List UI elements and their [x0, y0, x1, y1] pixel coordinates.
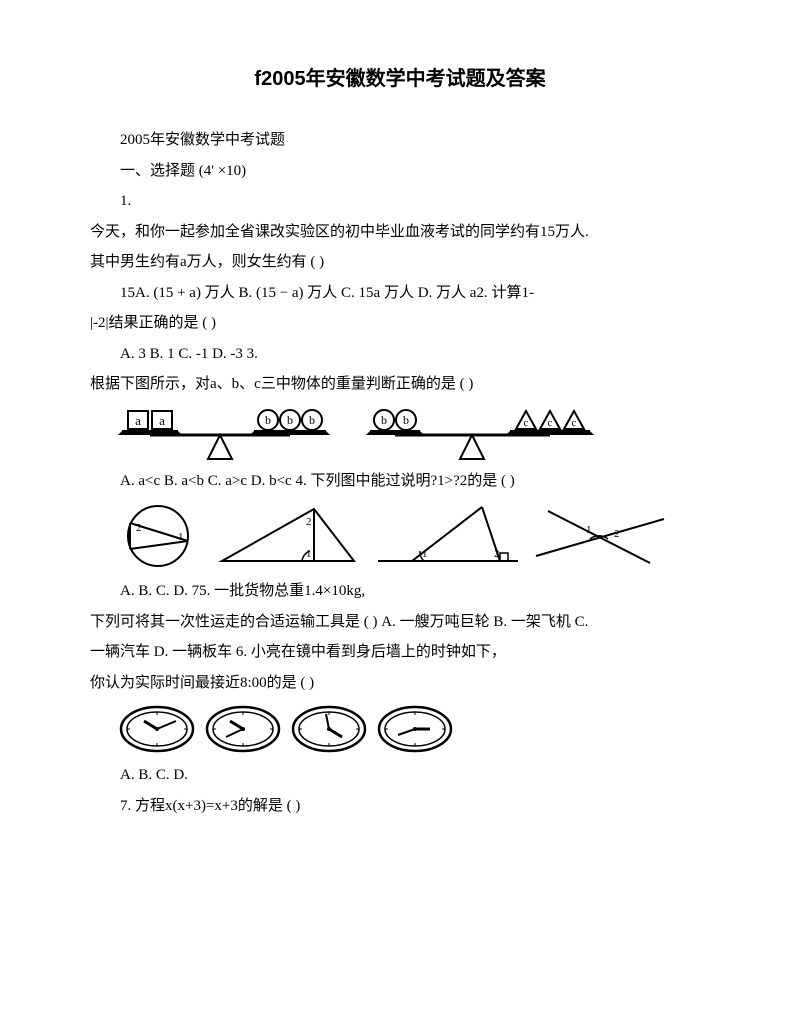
text-line: A. 3 B. 1 C. -1 D. -3 3. — [90, 340, 710, 369]
svg-text:1: 1 — [178, 531, 184, 543]
text-line: |-2|结果正确的是 ( ) — [90, 309, 710, 338]
svg-text:b: b — [309, 413, 315, 427]
angle-diagram-1: 2 1 — [118, 501, 206, 571]
text-line: 根据下图所示，对a、b、c三中物体的重量判断正确的是 ( ) — [90, 370, 710, 399]
svg-text:b: b — [287, 413, 293, 427]
svg-text:c: c — [524, 417, 529, 429]
angle-diagram-2: 2 1 — [214, 501, 364, 571]
svg-text:b: b — [381, 413, 387, 427]
svg-text:c: c — [572, 417, 577, 429]
text-line: 2005年安徽数学中考试题 — [90, 126, 710, 155]
text-line: 15A. (15 + a) 万人 B. (15 − a) 万人 C. 15a 万… — [90, 279, 710, 308]
svg-text:1: 1 — [422, 548, 428, 560]
text-line: 一辆汽车 D. 一辆板车 6. 小亮在镜中看到身后墙上的时钟如下， — [90, 638, 710, 667]
svg-text:2: 2 — [136, 522, 142, 534]
clocks-row — [118, 703, 710, 755]
balance-scale-2: b b c c c — [366, 405, 626, 461]
svg-text:2: 2 — [306, 516, 312, 528]
svg-text:1: 1 — [306, 548, 312, 560]
text-line: 今天，和你一起参加全省课改实验区的初中毕业血液考试的同学约有15万人. — [90, 218, 710, 247]
svg-text:2: 2 — [494, 548, 500, 560]
angle-figure-row: 2 1 2 1 1 2 1 2 — [118, 501, 710, 571]
balance-scale-1: a a b b b — [118, 405, 358, 461]
clock-1 — [118, 703, 196, 755]
svg-text:a: a — [135, 413, 141, 428]
text-line: A. a<c B. a<b C. a>c D. b<c 4. 下列图中能过说明?… — [90, 467, 710, 496]
text-line: 其中男生约有a万人，则女生约有 ( ) — [90, 248, 710, 277]
svg-text:a: a — [159, 413, 165, 428]
text-line: 7. 方程x(x+3)=x+3的解是 ( ) — [90, 792, 710, 821]
angle-diagram-4: 1 2 — [530, 501, 670, 571]
text-line: 1. — [90, 187, 710, 216]
balance-figure-row: a a b b b b b c c c — [118, 405, 710, 461]
angle-diagram-3: 1 2 — [372, 501, 522, 571]
text-line: 你认为实际时间最接近8:00的是 ( ) — [90, 669, 710, 698]
svg-text:b: b — [403, 413, 409, 427]
page-title: f2005年安徽数学中考试题及答案 — [90, 60, 710, 98]
text-line: A. B. C. D. — [90, 761, 710, 790]
svg-text:b: b — [265, 413, 271, 427]
text-line: 下列可将其一次性运走的合适运输工具是 ( ) A. 一艘万吨巨轮 B. 一架飞机… — [90, 608, 710, 637]
clock-3 — [290, 703, 368, 755]
svg-text:1: 1 — [586, 524, 592, 536]
clock-2 — [204, 703, 282, 755]
svg-text:c: c — [548, 417, 553, 429]
svg-text:2: 2 — [614, 528, 620, 540]
clock-4 — [376, 703, 454, 755]
text-line: A. B. C. D. 75. 一批货物总重1.4×10kg, — [90, 577, 710, 606]
text-line: 一、选择题 (4' ×10) — [90, 157, 710, 186]
